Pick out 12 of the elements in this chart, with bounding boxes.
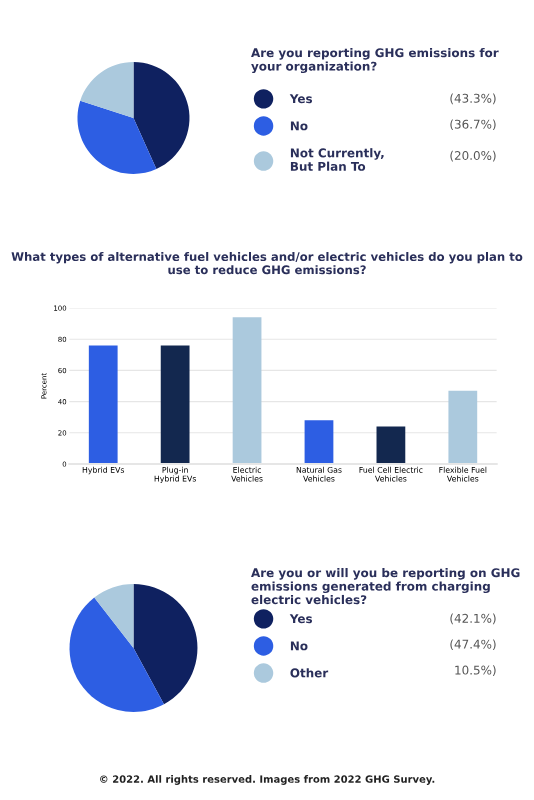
pie-slice	[80, 62, 134, 118]
bar	[232, 317, 262, 464]
pie-slice	[133, 584, 198, 705]
bar	[376, 426, 406, 464]
bar	[160, 345, 190, 464]
pie-slice	[94, 584, 134, 648]
bar	[448, 390, 478, 464]
pie-slice	[133, 62, 190, 170]
pie-slice	[77, 100, 157, 174]
pie-slice	[69, 597, 164, 712]
bar	[88, 345, 118, 464]
bar	[304, 420, 334, 464]
